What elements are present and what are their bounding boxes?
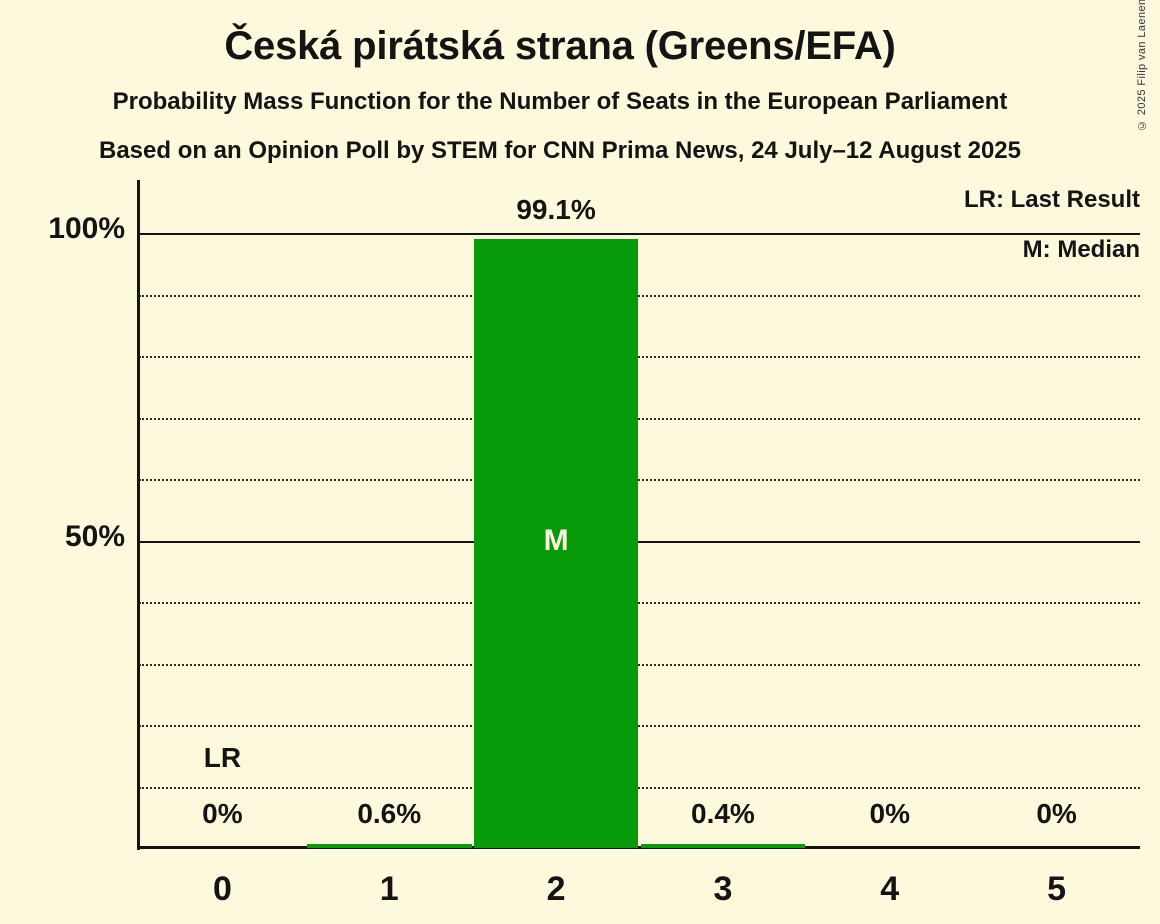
x-tick-label-4: 4 [880,870,900,908]
bar-seat-1 [306,844,472,848]
y-tick-label-100: 100% [48,212,125,245]
bar-seat-2: M [473,238,639,848]
x-tick-label-3: 3 [713,870,733,908]
x-tick-label-2: 2 [546,870,566,908]
copyright-notice: © 2025 Filip van Laenen [1136,0,1148,132]
y-tick-label-50: 50% [64,519,125,553]
x-tick-label-5: 5 [1047,870,1067,908]
last-result-marker: LR [203,742,242,773]
gridline-20 [139,725,1140,727]
x-tick-label-1: 1 [379,870,399,908]
page-title: Česká pirátská strana (Greens/EFA) [224,24,896,68]
gridline-90 [139,294,1140,297]
gridline-60 [139,479,1140,481]
value-label-seat-0: 0% [202,798,243,829]
bar-seat-3 [640,844,806,848]
value-label-seat-4: 0% [869,798,910,829]
legend-median: M: Median [1022,236,1140,263]
x-axis-line [139,846,1140,849]
gridline-70 [139,417,1140,420]
gridline-30 [139,663,1140,666]
gridline-100 [139,233,1140,235]
value-label-seat-5: 0% [1036,798,1077,829]
gridline-40 [139,602,1140,604]
median-marker: M [543,524,569,558]
value-label-seat-3: 0.4% [691,798,755,829]
gridline-10 [139,786,1140,789]
value-label-seat-1: 0.6% [357,798,422,829]
gridline-80 [139,356,1140,358]
gridline-50 [139,540,1140,543]
value-label-seat-2: 99.1% [516,193,596,225]
x-tick-label-0: 0 [212,870,232,908]
plot-area: M [139,233,1140,848]
legend-last-result: LR: Last Result [963,186,1140,213]
y-axis-line [137,180,140,850]
chart-subtitle: Probability Mass Function for the Number… [112,88,1008,115]
chart-source-line: Based on an Opinion Poll by STEM for CNN… [98,137,1021,164]
